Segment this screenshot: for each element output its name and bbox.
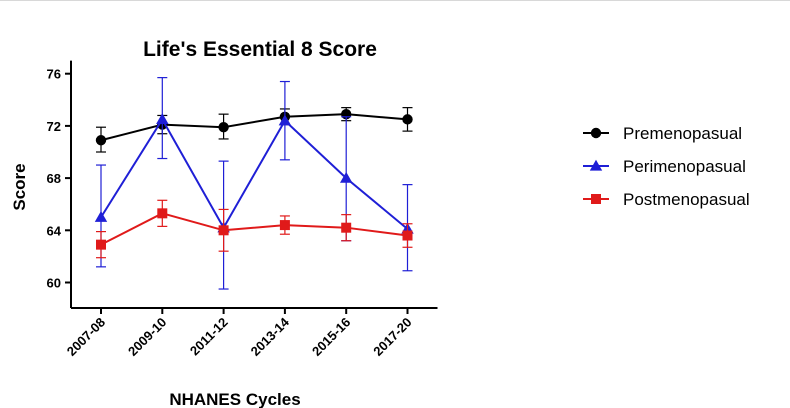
legend-marker-postmenopasual [591,194,601,204]
legend-marker-perimenopasual [589,159,603,171]
postmenopasual-point [157,208,168,219]
x-axis-title: NHANES Cycles [169,390,300,408]
legend-label-perimenopasual: Perimenopasual [623,157,746,176]
x-tick-label: 2011-12 [187,315,231,359]
postmenopasual-point [341,222,352,233]
perimenopasual-point [156,113,169,125]
x-tick-label: 2009-10 [125,315,169,359]
perimenopasual-point [340,171,353,183]
y-tick-label: 60 [47,276,61,291]
perimenopasual-point [278,114,292,126]
postmenopasual-point [279,220,290,231]
x-tick-label: 2013-14 [248,314,293,359]
premenopasual-series-line [100,113,408,142]
postmenopasual-series-line [100,212,408,246]
premenopasual-point [218,122,229,133]
y-axis-title: Score [10,163,29,210]
perimenopasual-series-line [100,117,409,230]
postmenopasual-point [96,239,106,250]
y-tick-label: 64 [47,223,62,238]
perimenopasual-point [94,211,108,222]
legend: Premenopasual Perimenopasual Postmenopasua… [583,124,750,209]
y-tick-label: 68 [47,171,61,186]
plot-area: 60 64 68 72 76 2007-08 2009-10 2011-12 2013-14 20… [47,60,438,359]
premenopasual-point [95,135,107,146]
premenopasual-point [402,114,413,125]
x-tick-label: 2015-16 [309,315,353,359]
x-tick-label: 2017-20 [370,315,414,359]
legend-label-postmenopasual: Postmenopasual [623,190,750,209]
x-tick-label: 2007-08 [64,315,108,359]
y-tick-label: 76 [47,67,61,82]
y-tick-label: 72 [47,119,61,134]
postmenopasual-point [218,225,229,236]
legend-label-premenopasual: Premenopasual [623,124,742,143]
chart-title: Life's Essential 8 Score [143,38,377,61]
legend-marker-premenopasual [590,127,602,139]
postmenopasual-point [402,230,413,241]
